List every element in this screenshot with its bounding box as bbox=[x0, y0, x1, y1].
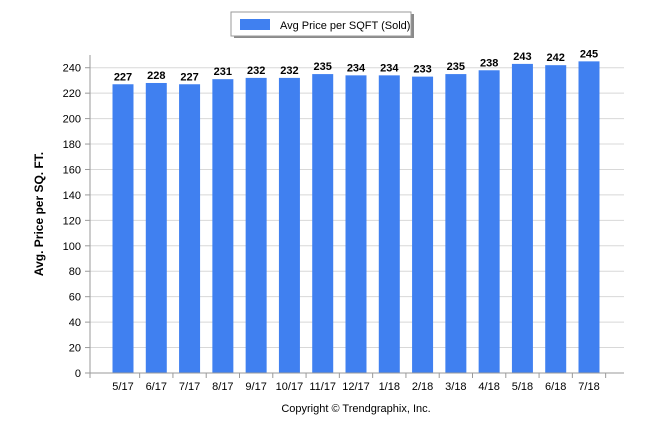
bars bbox=[112, 61, 600, 374]
y-axis-title: Avg. Price per SQ. FT. bbox=[32, 152, 46, 276]
y-tick-label: 100 bbox=[63, 241, 81, 253]
bar bbox=[278, 77, 300, 374]
bar bbox=[145, 82, 167, 373]
x-tick-label: 10/17 bbox=[276, 381, 304, 393]
bar bbox=[378, 75, 400, 374]
data-labels: 227 228 227 231 232 232 235 234 234 233 235 238 243 2… bbox=[114, 48, 598, 83]
data-label: 227 bbox=[180, 71, 198, 83]
x-tick-label: 6/17 bbox=[146, 381, 167, 393]
y-tick-label: 40 bbox=[69, 317, 81, 329]
copyright-text: Copyright © Trendgraphix, Inc. bbox=[281, 403, 430, 415]
bar bbox=[445, 74, 467, 373]
x-tick-label: 8/17 bbox=[212, 381, 233, 393]
x-tick-label: 11/17 bbox=[309, 381, 336, 393]
bar bbox=[245, 77, 267, 374]
legend-label: Avg Price per SQFT (Sold) bbox=[280, 20, 410, 32]
y-tick-labels: 0 20 40 60 80 100 120 140 160 180 200 220 240 bbox=[63, 63, 90, 380]
y-tick-label: 120 bbox=[63, 215, 81, 227]
x-tick-label: 7/17 bbox=[179, 381, 200, 393]
data-label: 235 bbox=[314, 61, 332, 73]
data-label: 228 bbox=[147, 70, 165, 82]
y-tick-label: 60 bbox=[69, 292, 81, 304]
axes bbox=[89, 55, 624, 374]
x-tick-label: 12/17 bbox=[342, 381, 370, 393]
data-label: 232 bbox=[247, 65, 265, 77]
y-tick-label: 180 bbox=[63, 139, 81, 151]
data-label: 227 bbox=[114, 71, 132, 83]
data-label: 238 bbox=[480, 57, 498, 69]
bar bbox=[179, 84, 201, 374]
x-tick-label: 7/18 bbox=[578, 381, 599, 393]
x-tick-label: 3/18 bbox=[445, 381, 466, 393]
data-label: 234 bbox=[380, 62, 399, 74]
x-tick-labels: 5/17 6/17 7/17 8/17 9/17 10/17 11/17 12/17 1/18 2… bbox=[89, 373, 607, 393]
y-tick-label: 160 bbox=[63, 164, 81, 176]
x-tick-label: 1/18 bbox=[379, 381, 400, 393]
y-tick-label: 200 bbox=[63, 114, 81, 126]
data-label: 233 bbox=[413, 64, 431, 76]
data-label: 235 bbox=[447, 61, 465, 73]
y-tick-label: 20 bbox=[69, 343, 81, 355]
data-label: 234 bbox=[347, 62, 366, 74]
bar bbox=[345, 75, 367, 374]
y-tick-label: 80 bbox=[69, 266, 81, 278]
data-label: 245 bbox=[580, 48, 598, 60]
x-tick-label: 2/18 bbox=[412, 381, 433, 393]
bar bbox=[412, 76, 434, 374]
bar bbox=[511, 63, 533, 374]
x-tick-label: 9/17 bbox=[245, 381, 266, 393]
data-label: 232 bbox=[280, 65, 298, 77]
bar bbox=[112, 84, 134, 374]
x-tick-label: 5/17 bbox=[112, 381, 133, 393]
data-label: 242 bbox=[547, 52, 565, 64]
x-tick-label: 4/18 bbox=[478, 381, 499, 393]
bar bbox=[478, 70, 500, 373]
bar bbox=[578, 61, 600, 374]
bar bbox=[312, 74, 334, 373]
data-label: 231 bbox=[214, 66, 232, 78]
y-tick-label: 240 bbox=[63, 63, 81, 75]
y-tick-label: 0 bbox=[75, 368, 81, 380]
data-label: 243 bbox=[513, 51, 531, 63]
y-tick-label: 220 bbox=[63, 88, 81, 100]
x-tick-label: 6/18 bbox=[545, 381, 566, 393]
x-tick-label: 5/18 bbox=[512, 381, 533, 393]
legend: Avg Price per SQFT (Sold) bbox=[230, 11, 414, 38]
legend-swatch bbox=[240, 19, 270, 30]
bar bbox=[212, 79, 234, 373]
y-tick-label: 140 bbox=[63, 190, 81, 202]
bar bbox=[545, 65, 567, 374]
